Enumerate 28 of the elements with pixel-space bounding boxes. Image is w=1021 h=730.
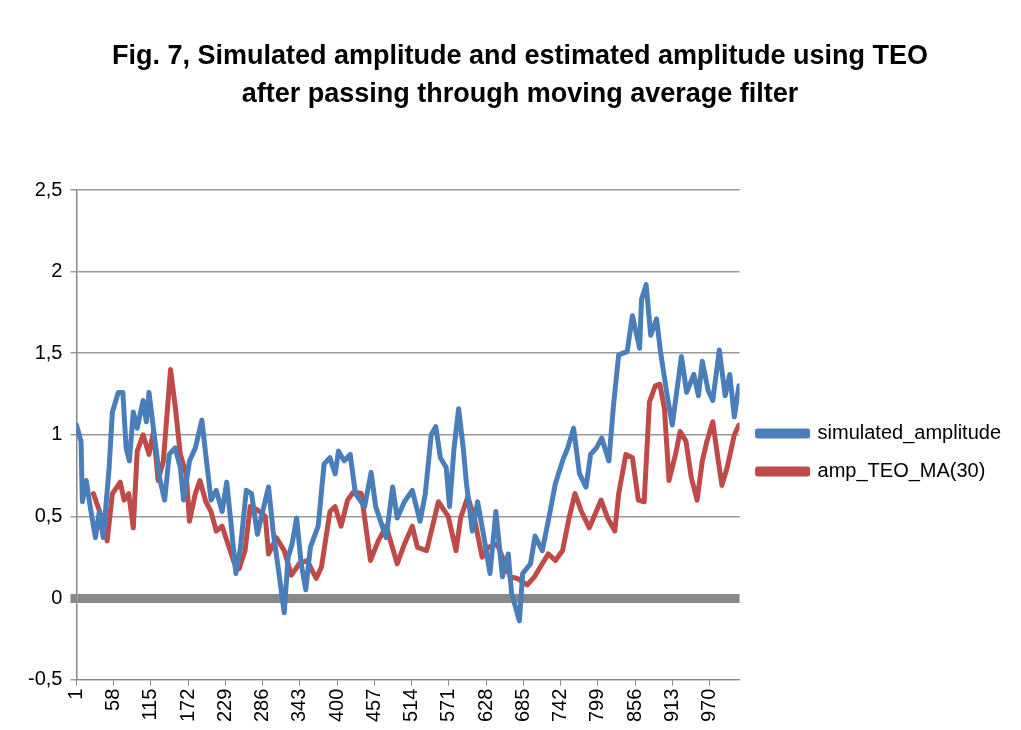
y-tick-label: 2,5: [34, 177, 63, 200]
x-tick-label: 286: [250, 688, 273, 723]
y-tick-label: 2: [51, 259, 63, 282]
chart-title: Fig. 7, Simulated amplitude and estimated amplitude using TEO after passing through moving average filter: [110, 39, 930, 110]
x-tick-label: 229: [212, 688, 235, 723]
legend-label: amp_TEO_MA(30): [817, 459, 986, 483]
x-tick-label: 799: [585, 688, 608, 723]
x-tick-label: 457: [361, 688, 384, 723]
x-tick-label: 115: [138, 688, 161, 721]
x-tick-label: 571: [436, 688, 459, 723]
x-tick-label: 742: [548, 688, 571, 723]
x-tick-label: 400: [324, 688, 347, 723]
x-tick-label: 172: [175, 688, 198, 723]
y-tick-label: 1,5: [34, 340, 63, 363]
legend-label: simulated_amplitude: [817, 421, 1001, 445]
x-tick-label: 343: [287, 688, 310, 723]
y-tick-label: -0,5: [27, 667, 63, 690]
x-tick-label: 58: [101, 688, 124, 711]
y-tick-label: 1: [51, 422, 63, 445]
x-tick-label: 628: [473, 688, 496, 723]
x-tick-label: 685: [510, 688, 533, 723]
x-tick-label: 514: [399, 688, 422, 723]
x-tick-label: 970: [697, 688, 720, 723]
x-tick-label: 1: [63, 688, 86, 700]
y-tick-label: 0,5: [34, 503, 63, 526]
x-tick-label: 856: [622, 688, 645, 723]
x-tick-label: 913: [659, 688, 682, 723]
y-tick-label: 0: [51, 585, 63, 608]
